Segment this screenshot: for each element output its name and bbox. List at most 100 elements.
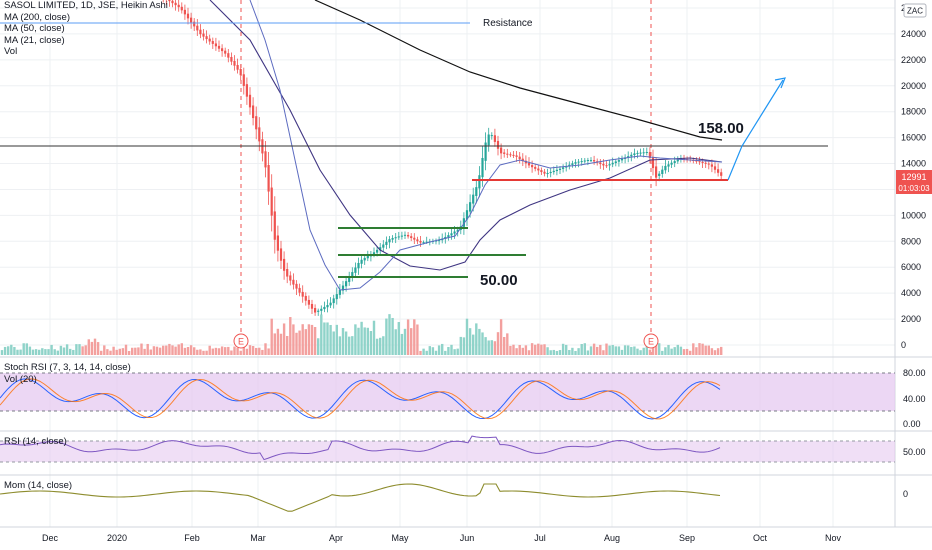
volume-bar: [78, 344, 81, 355]
volume-bar: [472, 334, 475, 355]
volume-bar: [152, 346, 156, 355]
candle: [276, 225, 279, 262]
volume-bar: [220, 346, 224, 355]
volume-bar: [614, 346, 617, 355]
candle: [348, 271, 351, 286]
volume-bar: [419, 350, 422, 355]
volume-bar: [651, 347, 655, 355]
candle: [534, 163, 537, 172]
volume-bar: [388, 314, 391, 355]
volume-bar: [332, 331, 335, 355]
candle: [252, 97, 255, 126]
volume-bar: [608, 345, 611, 355]
candle: [239, 64, 242, 81]
volume-bar: [0, 350, 4, 355]
candle: [286, 262, 289, 284]
volume-bar: [667, 344, 670, 355]
price-tick: 22000: [901, 55, 926, 65]
volume-bars: [0, 314, 723, 355]
volume-bar: [685, 348, 689, 355]
volume-bar: [577, 348, 580, 355]
candle: [183, 4, 186, 20]
candle: [475, 179, 478, 204]
price-tick: 4000: [901, 288, 921, 298]
time-tick: Feb: [184, 533, 200, 543]
candle: [245, 77, 248, 105]
candle: [676, 156, 679, 164]
volume-bar: [168, 343, 171, 355]
volume-bar: [633, 346, 636, 355]
volume-bar: [69, 348, 72, 355]
volume-bar: [258, 347, 261, 355]
volume-bar: [689, 350, 692, 355]
svg-text:12991: 12991: [901, 172, 926, 182]
time-tick: Nov: [825, 533, 842, 543]
volume-bar: [518, 344, 521, 355]
candle: [338, 283, 341, 299]
volume-bar: [360, 321, 363, 355]
candle: [484, 132, 487, 171]
volume-bar: [3, 346, 7, 355]
volume-bar: [546, 347, 549, 355]
volume-bar: [112, 346, 115, 355]
resistance-label: Resistance: [483, 18, 533, 29]
volume-bar: [50, 344, 53, 355]
time-tick: 2020: [107, 533, 127, 543]
volume-bar: [602, 350, 605, 355]
volume-bar: [44, 349, 47, 355]
time-axis: Dec 2020 Feb Mar Apr May Jun Jul Aug Sep Oct Nov: [42, 533, 842, 543]
candles: [162, 0, 723, 316]
volume-bar: [682, 349, 686, 355]
candle: [450, 228, 453, 240]
candle: [620, 155, 624, 164]
grid: [0, 0, 895, 527]
volume-bar: [165, 345, 168, 355]
volume-bar: [543, 344, 546, 355]
candle: [571, 160, 574, 168]
volume-bar: [143, 348, 146, 355]
rsi-band: [0, 441, 895, 462]
candle: [177, 0, 180, 12]
volume-bar: [127, 350, 131, 355]
volume-bar: [670, 348, 673, 355]
volume-bar: [205, 350, 208, 355]
volume-bar: [664, 347, 667, 355]
volume-bar: [304, 329, 307, 355]
volume-bar: [59, 345, 63, 355]
volume-bar: [592, 343, 596, 355]
volume-bar: [574, 350, 577, 355]
volume-bar: [344, 331, 348, 355]
volume-bar: [100, 350, 103, 355]
volume-bar: [422, 348, 425, 355]
volume-bar: [453, 349, 456, 355]
volume-bar: [695, 347, 698, 355]
volume-bar: [72, 349, 75, 355]
time-tick: Jun: [460, 533, 475, 543]
candle: [320, 305, 323, 315]
candle: [407, 232, 410, 239]
candle: [391, 235, 394, 243]
candle: [186, 7, 190, 25]
candle: [593, 155, 596, 165]
volume-bar: [335, 324, 338, 355]
volume-bar: [530, 343, 534, 355]
candle: [410, 233, 413, 242]
volume-bar: [391, 317, 394, 355]
volume-bar: [710, 348, 714, 355]
volume-bar: [487, 340, 490, 355]
candle: [465, 203, 469, 226]
time-tick: Jul: [534, 533, 546, 543]
volume-bar: [115, 349, 118, 355]
volume-bar: [41, 348, 44, 355]
volume-bar: [233, 346, 236, 355]
volume-bar: [512, 344, 515, 355]
volume-bar: [630, 346, 633, 355]
volume-bar: [385, 318, 388, 355]
volume-bar: [121, 348, 125, 355]
volume-bar: [428, 346, 431, 355]
time-tick: Sep: [679, 533, 695, 543]
volume-bar: [323, 322, 326, 355]
candle: [642, 148, 645, 158]
volume-bar: [326, 322, 329, 355]
